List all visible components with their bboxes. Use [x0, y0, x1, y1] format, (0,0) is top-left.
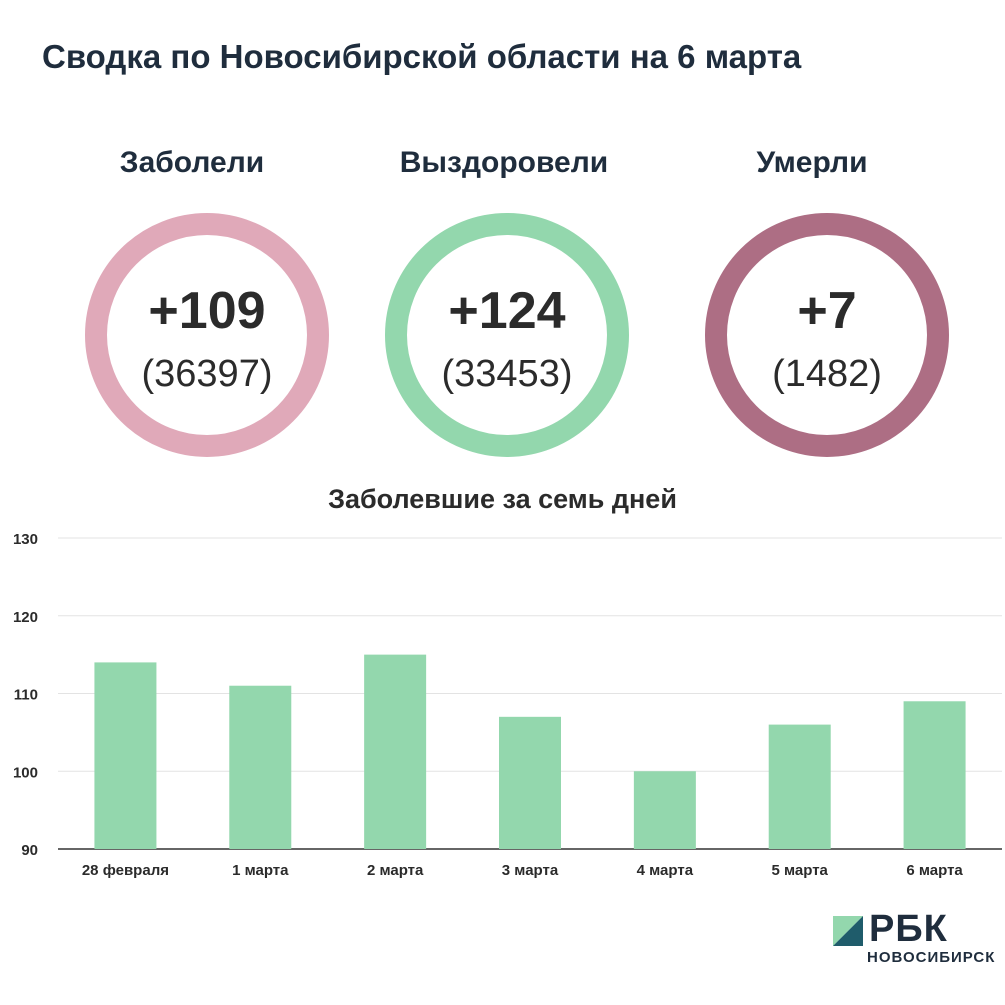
x-tick-label: 5 марта	[772, 862, 829, 879]
bar	[903, 701, 966, 849]
stat-total-deaths: (1482)	[772, 353, 882, 395]
stat-ring-recovered: +124 (33453)	[385, 213, 629, 457]
bar	[94, 662, 157, 849]
y-tick-label: 130	[13, 531, 38, 548]
logo: РБК НОВОСИБИРСК	[833, 908, 996, 972]
stat-delta-deaths: +7	[797, 282, 857, 340]
stat-total-recovered: (33453)	[441, 353, 573, 395]
bar	[633, 771, 696, 849]
logo-subtitle: НОВОСИБИРСК	[867, 949, 996, 966]
stat-delta-infected: +109	[148, 282, 266, 340]
bar	[768, 724, 831, 849]
logo-name: РБК	[869, 908, 948, 950]
page-title: Сводка по Новосибирской области на 6 мар…	[42, 38, 802, 75]
x-tick-label: 1 марта	[232, 862, 289, 879]
x-tick-label: 28 февраля	[82, 862, 169, 879]
bar	[364, 654, 427, 849]
stat-ring-infected: +109 (36397)	[85, 213, 329, 457]
stat-label-infected: Заболели	[119, 146, 265, 179]
bar	[229, 685, 292, 849]
x-tick-label: 2 марта	[367, 862, 424, 879]
chart-title: Заболевшие за семь дней	[328, 484, 677, 514]
y-tick-label: 120	[13, 609, 38, 626]
bar-chart: 90 100 110 120 130 28 февраля 1 марта 2 марта 3 …	[13, 531, 1002, 879]
stat-ring-deaths: +7 (1482)	[705, 213, 949, 457]
y-tick-label: 110	[14, 687, 38, 704]
x-tick-label: 6 марта	[906, 862, 963, 879]
y-tick-label: 90	[21, 842, 38, 859]
bar	[499, 716, 561, 849]
logo-mark-icon	[833, 916, 863, 946]
x-tick-label: 3 марта	[502, 862, 559, 879]
y-tick-label: 100	[13, 764, 38, 781]
stat-label-deaths: Умерли	[756, 146, 868, 179]
stat-delta-recovered: +124	[448, 282, 566, 340]
x-tick-label: 4 марта	[637, 862, 694, 879]
stat-total-infected: (36397)	[141, 353, 273, 395]
stat-label-recovered: Выздоровели	[399, 146, 609, 179]
